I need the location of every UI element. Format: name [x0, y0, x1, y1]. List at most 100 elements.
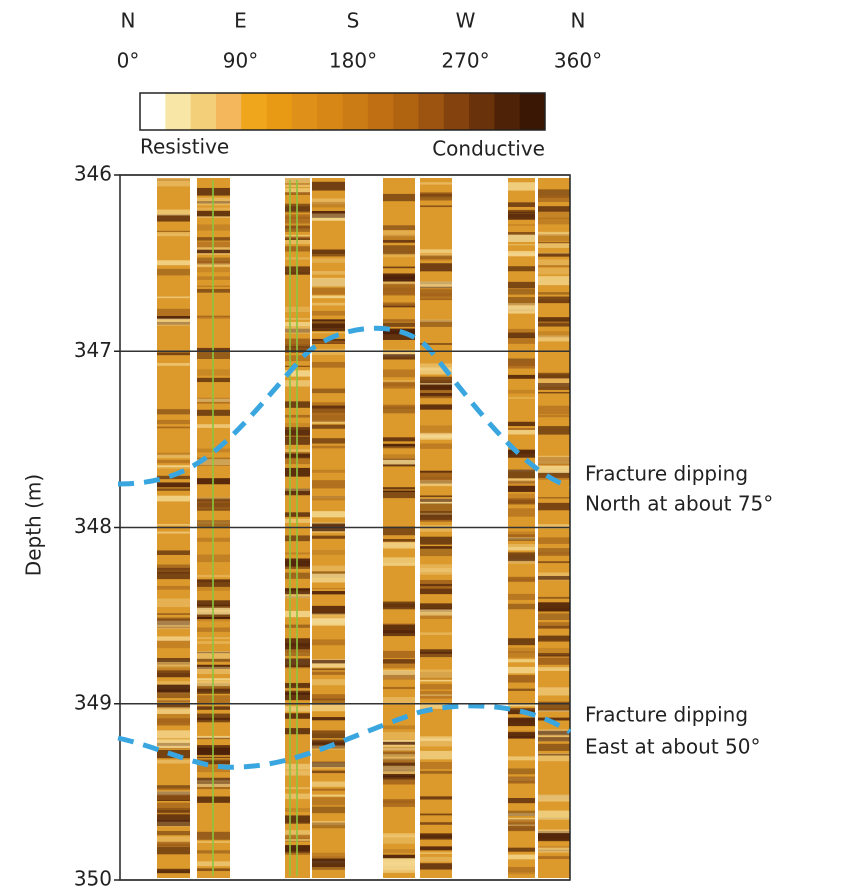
compass-direction: N	[121, 9, 136, 33]
pad-stripe	[538, 457, 570, 465]
pad-stripe	[508, 798, 535, 803]
pad-stripe	[538, 653, 570, 657]
pad-stripe	[383, 863, 415, 870]
pad-stripe	[312, 797, 345, 805]
pad-stripe	[538, 731, 570, 735]
annotation-line: North at about 75°	[585, 492, 773, 516]
pad-stripe	[312, 588, 345, 589]
pad-stripe	[420, 652, 452, 657]
pad-stripe	[508, 202, 535, 207]
pad-stripe	[420, 609, 452, 615]
pad-stripe	[538, 406, 570, 415]
pad-stripe	[383, 670, 415, 675]
pad-stripe	[312, 415, 345, 422]
color-bar-swatch	[292, 93, 318, 130]
pad-stripe	[508, 282, 535, 288]
pad-stripe	[312, 672, 345, 675]
pad-stripe	[420, 425, 452, 433]
pad-stripe	[420, 258, 452, 261]
azimuth-tick-label: 270°	[441, 49, 489, 73]
pad-stripe	[312, 789, 345, 791]
pad-stripe	[383, 855, 415, 859]
pad-stripe	[420, 404, 452, 409]
pad-stripe	[312, 425, 345, 429]
pad-stripe	[157, 409, 190, 414]
color-bar-swatch	[216, 93, 242, 130]
pad-stripe	[383, 849, 415, 853]
color-bar-swatch	[267, 93, 293, 130]
pad-stripe	[312, 522, 345, 523]
pad-stripe	[157, 626, 190, 628]
pad-stripe	[312, 321, 345, 328]
pad-stripe	[312, 859, 345, 867]
color-bar-swatch	[418, 93, 444, 130]
pad-stripe	[157, 234, 190, 236]
pad-stripe	[383, 460, 415, 465]
pad-stripe	[312, 470, 345, 473]
color-bar-swatch	[368, 93, 394, 130]
pad-stripe	[538, 754, 570, 756]
pad-stripe	[312, 639, 345, 645]
pad-stripe	[157, 214, 190, 221]
pad-stripe	[420, 822, 452, 825]
pad-stripe	[383, 557, 415, 562]
pad-stripe	[157, 658, 190, 662]
pad-stripe	[420, 632, 452, 635]
pad-stripe	[420, 513, 452, 517]
pad-stripe	[538, 466, 570, 473]
pad-stripe	[538, 744, 570, 751]
pad-stripe	[508, 252, 535, 256]
pad-stripe	[420, 694, 452, 695]
pad-stripe	[383, 725, 415, 729]
pad-stripe	[538, 552, 570, 554]
pad-stripe	[157, 666, 190, 673]
pad-stripe	[312, 362, 345, 368]
pad-stripe	[312, 278, 345, 287]
pad-stripe	[157, 564, 190, 569]
pad-stripe	[312, 613, 345, 617]
pad-stripe	[312, 446, 345, 449]
pad-stripe	[508, 638, 535, 645]
pad-stripe	[312, 389, 345, 394]
pad-stripe	[538, 212, 570, 219]
pad-stripe	[538, 840, 570, 841]
pad-stripe	[538, 597, 570, 599]
pad-stripe	[383, 283, 415, 291]
color-bar-swatch	[317, 93, 343, 130]
pad-stripe	[383, 292, 415, 296]
pad-stripe	[157, 599, 190, 608]
pad-stripe	[538, 648, 570, 653]
pad-stripe	[508, 481, 535, 484]
pad-stripe	[538, 321, 570, 327]
pad-stripe	[383, 799, 415, 803]
pad-stripe	[157, 618, 190, 626]
pad-stripe	[383, 240, 415, 243]
pad-stripe	[508, 235, 535, 242]
pad-stripe	[312, 332, 345, 333]
pad-stripe	[508, 486, 535, 492]
pad-stripe	[508, 718, 535, 727]
pad-stripe	[312, 853, 345, 857]
pad-stripe	[538, 497, 570, 498]
pad-stripe	[157, 718, 190, 725]
pad-stripe	[538, 602, 570, 611]
pad-stripe	[157, 488, 190, 490]
pad-stripe	[538, 253, 570, 256]
pad-stripe	[508, 531, 535, 536]
pad-stripe	[420, 857, 452, 862]
pad-stripe	[312, 438, 345, 443]
depth-axis-label: Depth (m)	[22, 474, 46, 576]
pad-stripe	[420, 481, 452, 484]
pad-stripe	[538, 297, 570, 304]
pad-stripe	[508, 867, 535, 872]
color-bar-swatch	[241, 93, 267, 130]
pad-stripe	[538, 829, 570, 833]
pad-stripe	[508, 756, 535, 760]
pad-stripe	[420, 588, 452, 594]
pad-stripe	[312, 795, 345, 797]
pad-stripe	[312, 807, 345, 813]
pad-stripe	[538, 268, 570, 274]
pad-stripe	[312, 480, 345, 488]
pad-stripe	[157, 496, 190, 502]
pad-stripe	[538, 636, 570, 642]
